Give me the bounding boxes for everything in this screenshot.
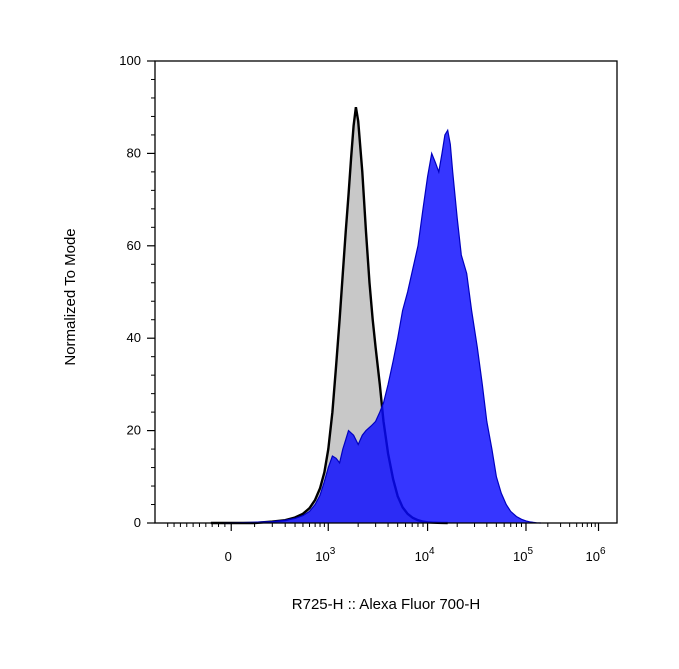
series-2-area [223, 130, 541, 524]
x-tick-label: 105 [513, 546, 533, 564]
y-axis-title: Normalized To Mode [62, 228, 79, 365]
x-tick-label: 104 [415, 546, 435, 564]
y-tick-label: 60 [127, 238, 141, 253]
x-tick-label: 103 [315, 546, 335, 564]
y-tick-label: 80 [127, 145, 141, 160]
x-tick-label: 106 [586, 546, 606, 564]
series-layer [210, 107, 541, 525]
series-2-outline [223, 128, 541, 524]
y-tick-label: 0 [134, 515, 141, 530]
y-tick-label: 20 [127, 423, 141, 438]
x-axis-title: R725-H :: Alexa Fluor 700-H [292, 596, 480, 613]
y-tick-label: 100 [119, 53, 141, 68]
plot-frame [154, 60, 618, 524]
axis-layer: 0 20 40 60 80 100 0 103 104 105 106 [119, 53, 606, 564]
y-tick-label: 40 [127, 330, 141, 345]
x-tick-label: 0 [225, 549, 232, 564]
